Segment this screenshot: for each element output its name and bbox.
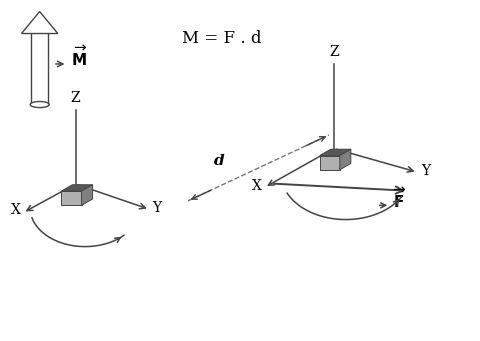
Text: X: X bbox=[252, 179, 262, 193]
Polygon shape bbox=[61, 185, 92, 191]
Polygon shape bbox=[339, 149, 350, 170]
Text: M = F . d: M = F . d bbox=[181, 30, 261, 47]
Polygon shape bbox=[82, 185, 92, 205]
Ellipse shape bbox=[30, 102, 49, 108]
Polygon shape bbox=[319, 149, 350, 155]
Text: X: X bbox=[11, 204, 21, 218]
Text: Z: Z bbox=[328, 45, 338, 59]
Text: $\overrightarrow{\mathbf{M}}$: $\overrightarrow{\mathbf{M}}$ bbox=[71, 45, 87, 69]
Text: Y: Y bbox=[420, 164, 429, 178]
Polygon shape bbox=[61, 191, 82, 205]
Text: d: d bbox=[214, 154, 224, 168]
Text: $\overrightarrow{\mathbf{F}}$: $\overrightarrow{\mathbf{F}}$ bbox=[392, 187, 406, 211]
Text: Z: Z bbox=[71, 91, 80, 105]
Polygon shape bbox=[319, 155, 339, 170]
Polygon shape bbox=[22, 12, 58, 33]
Text: Y: Y bbox=[152, 201, 161, 215]
